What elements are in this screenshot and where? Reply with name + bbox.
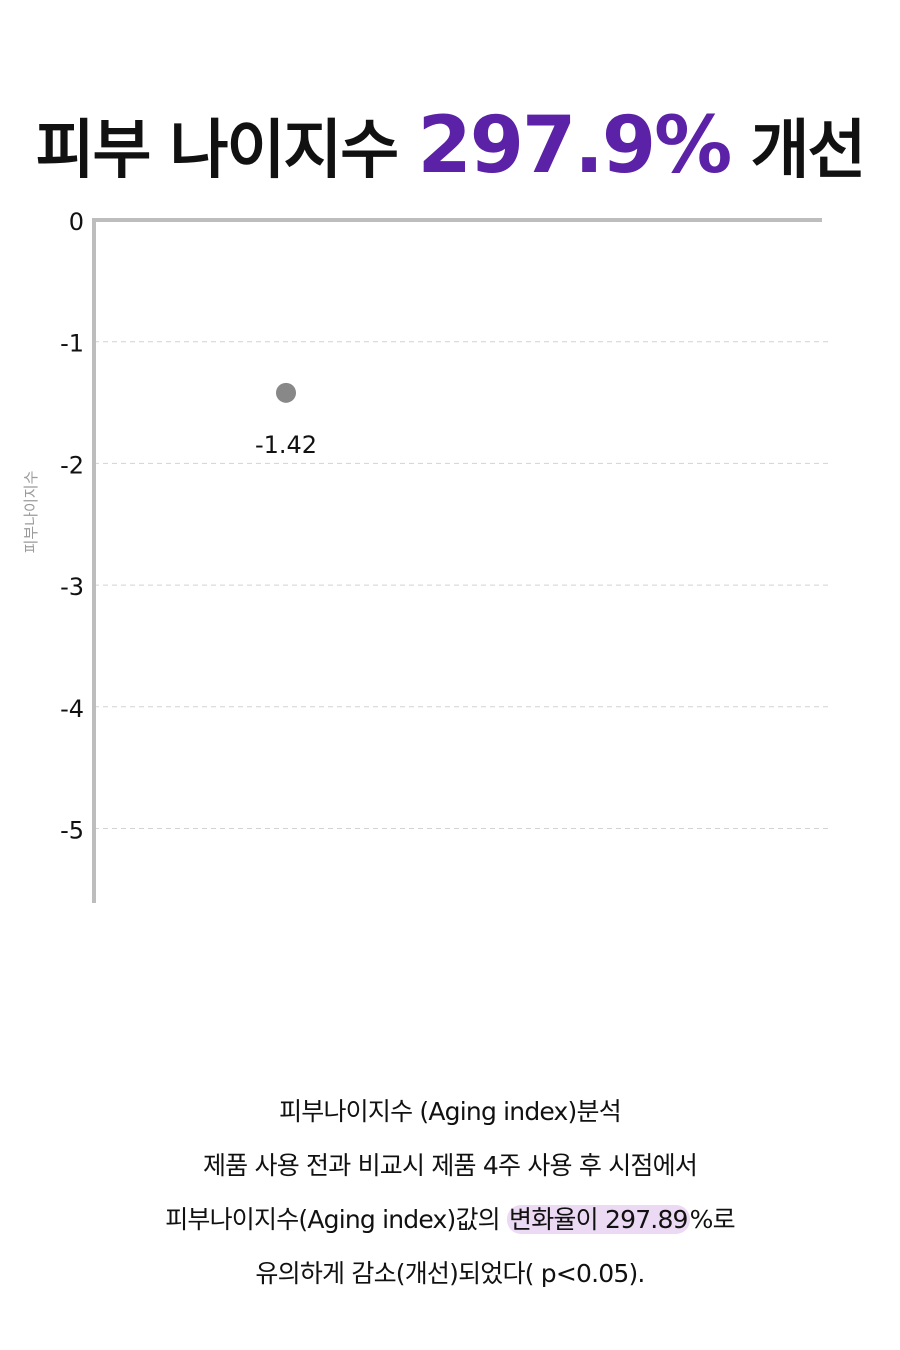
headline-suffix: 개선: [750, 114, 867, 188]
change-rate-highlight: 변화율이 297.89: [507, 1205, 690, 1234]
chart: 0 -1 -2 -3 -4 -5 -1.42 피부나이지수: [22, 208, 830, 903]
y-tick-label: -5: [60, 817, 84, 845]
y-tick-label: -4: [60, 695, 84, 723]
description-line-1: 피부나이지수 (Aging index)분석: [279, 1097, 622, 1126]
description: 피부나이지수 (Aging index)분석 제품 사용 전과 비교시 제품 4…: [0, 1085, 900, 1301]
data-point: [276, 382, 296, 403]
y-tick-label: 0: [69, 208, 84, 236]
axes: [92, 218, 822, 903]
description-line-2: 제품 사용 전과 비교시 제품 4주 사용 후 시점에서: [202, 1151, 698, 1180]
y-axis-title: 피부나이지수: [22, 471, 40, 554]
description-line-3: 피부나이지수(Aging index)값의 변화율이 297.89%로: [0, 1193, 900, 1247]
data-label: -1.42: [255, 431, 317, 459]
description-line-4: 유의하게 감소(개선)되었다( p<0.05).: [255, 1259, 645, 1288]
headline: 피부 나이지수 297.9% 개선: [0, 100, 900, 194]
description-line-3-end: %로: [689, 1205, 736, 1234]
data-points: -1.42: [255, 382, 317, 459]
headline-prefix: 피부 나이지수: [35, 114, 400, 188]
y-tick-label: -2: [60, 451, 84, 479]
y-tick-label: -3: [60, 573, 84, 601]
y-tick-labels: 0 -1 -2 -3 -4 -5: [60, 208, 84, 845]
grid-lines: [94, 341, 830, 829]
headline-value: 297.9%: [417, 101, 732, 191]
y-tick-label: -1: [60, 330, 84, 358]
description-line-3-start: 피부나이지수(Aging index)값의: [165, 1205, 500, 1234]
